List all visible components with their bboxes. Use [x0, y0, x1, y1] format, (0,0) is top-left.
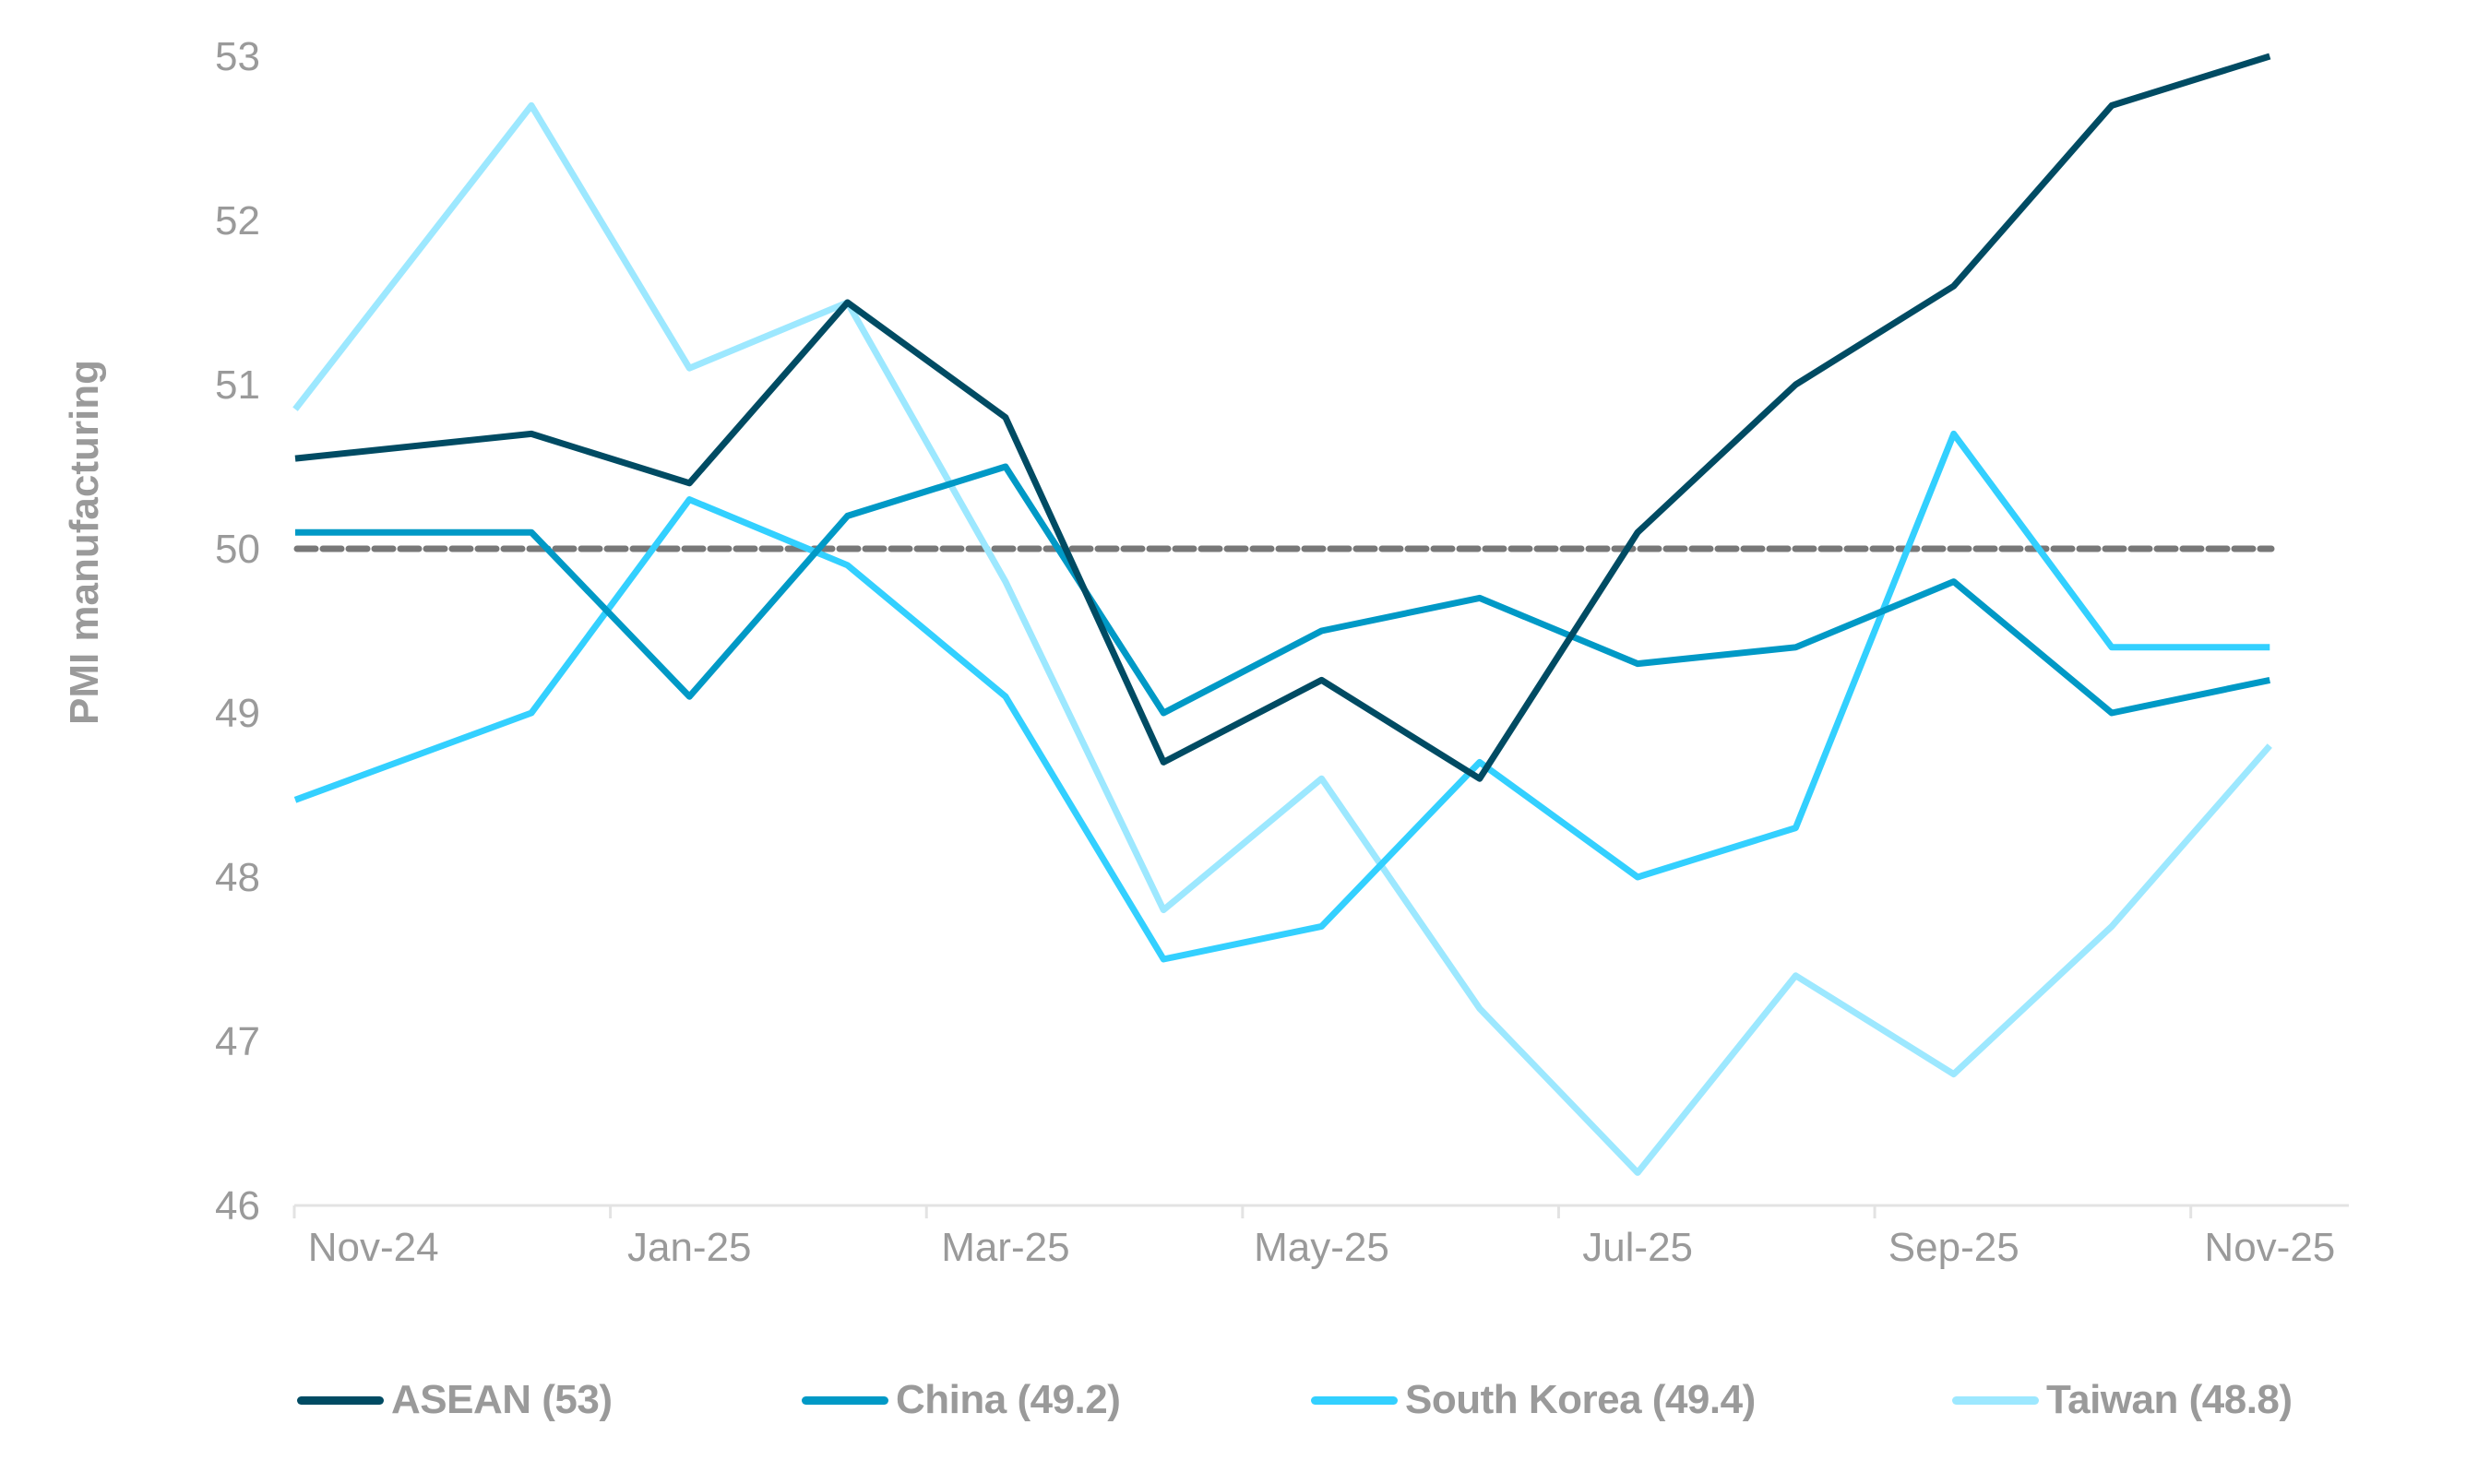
- legend-label: ASEAN (53): [391, 1377, 613, 1422]
- legend-swatch-asean: [297, 1395, 384, 1405]
- legend-swatch-taiwan: [1952, 1395, 2039, 1405]
- x-axis: Nov-24 Jan-25 Mar-25 May-25 Jul-25 Sep-25 Nov-…: [292, 1204, 2349, 1270]
- y-axis-title: PMI manufacturing: [62, 360, 107, 725]
- legend-swatch-south-korea: [1311, 1395, 1398, 1405]
- legend-label: Taiwan (48.8): [2046, 1377, 2293, 1422]
- legend-label: South Korea (49.4): [1405, 1377, 1756, 1422]
- legend-swatch-china: [802, 1395, 888, 1405]
- x-tick-label: Sep-25: [1888, 1225, 2019, 1270]
- y-tick-label: 51: [215, 362, 260, 408]
- pmi-line-chart: 46 47 48 49 50 51 52 53 PMI manufacturing Nov-2…: [62, 34, 2349, 1270]
- y-tick-label: 49: [215, 691, 260, 736]
- x-tick-label: Jul-25: [1582, 1225, 1693, 1270]
- y-axis: 46 47 48 49 50 51 52 53: [215, 34, 260, 1229]
- y-tick-label: 47: [215, 1019, 260, 1064]
- legend-item-south-korea[interactable]: South Korea (49.4): [1311, 1372, 1756, 1428]
- y-tick-label: 52: [215, 198, 260, 243]
- series-line-taiwan: [292, 101, 2272, 1176]
- x-tick-label: Jan-25: [627, 1225, 752, 1270]
- legend-label: China (49.2): [896, 1377, 1121, 1422]
- y-tick-label: 50: [215, 527, 260, 572]
- legend-item-asean[interactable]: ASEAN (53): [297, 1372, 613, 1428]
- x-tick-label: Mar-25: [941, 1225, 1069, 1270]
- x-tick-label: Nov-24: [308, 1225, 439, 1270]
- y-tick-label: 48: [215, 855, 260, 900]
- series-line-asean: [294, 53, 2271, 782]
- x-tick-label: Nov-25: [2204, 1225, 2335, 1270]
- legend-item-china[interactable]: China (49.2): [802, 1372, 1121, 1428]
- y-tick-label: 53: [215, 34, 260, 79]
- series-line-south-korea: [293, 430, 2270, 963]
- series-lines: [292, 53, 2272, 1176]
- x-tick-label: May-25: [1254, 1225, 1389, 1270]
- legend-item-taiwan[interactable]: Taiwan (48.8): [1952, 1372, 2293, 1428]
- series-line-china: [295, 463, 2271, 717]
- legend: ASEAN (53) China (49.2) South Korea (49.…: [0, 1372, 2478, 1428]
- y-tick-label: 46: [215, 1183, 260, 1229]
